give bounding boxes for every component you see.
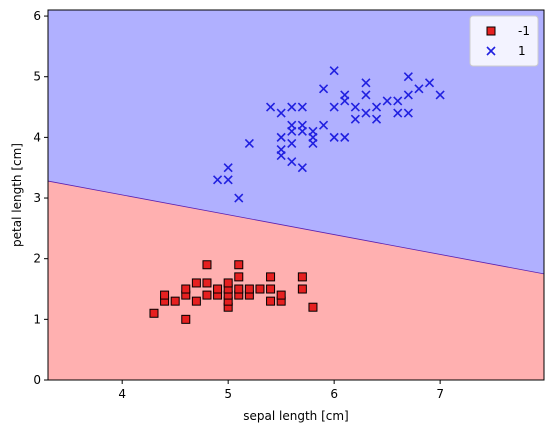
legend-label: -1 xyxy=(518,24,530,38)
x-tick-label: 7 xyxy=(436,387,444,401)
data-point-x xyxy=(350,102,360,112)
data-point-x xyxy=(435,90,445,100)
data-point-square xyxy=(181,314,191,324)
y-tick-label: 2 xyxy=(33,252,41,266)
data-point-x xyxy=(297,102,307,112)
data-point-x xyxy=(276,144,286,155)
data-point-x xyxy=(403,90,413,100)
x-tick-label: 5 xyxy=(224,387,232,401)
data-point-x xyxy=(340,90,350,100)
data-point-square xyxy=(266,296,276,306)
legend: -11 xyxy=(469,15,539,67)
data-point-square xyxy=(202,278,212,288)
y-tick-label: 1 xyxy=(33,312,41,326)
data-point-x xyxy=(361,90,371,100)
data-point-square xyxy=(244,284,254,294)
data-point-square xyxy=(297,284,307,294)
data-point-x xyxy=(414,84,424,94)
y-tick-label: 4 xyxy=(33,130,41,144)
data-point-square xyxy=(149,308,159,318)
data-point-x xyxy=(361,108,371,118)
x-tick-label: 4 xyxy=(118,387,126,401)
data-point-x xyxy=(297,163,307,173)
x-axis-label: sepal length [cm] xyxy=(243,409,348,423)
data-point-x xyxy=(297,120,307,130)
legend-marker-square xyxy=(486,26,496,36)
data-point-x xyxy=(223,175,233,185)
region-class-1 xyxy=(48,10,544,274)
data-point-square xyxy=(223,278,233,288)
y-tick-label: 3 xyxy=(33,191,41,205)
data-point-x xyxy=(393,96,403,106)
data-point-x xyxy=(308,126,318,136)
data-point-x xyxy=(393,108,403,118)
data-point-x xyxy=(350,114,360,124)
data-point-x xyxy=(213,175,223,185)
decision-boundary-line xyxy=(48,180,544,275)
data-point-square xyxy=(202,260,212,270)
data-point-square xyxy=(202,290,212,300)
data-point-x xyxy=(265,102,276,112)
data-point-x xyxy=(329,132,339,142)
y-tick-label: 0 xyxy=(33,373,41,387)
x-tick-label: 6 xyxy=(330,387,338,401)
data-point-x xyxy=(403,72,413,82)
data-point-x xyxy=(329,66,339,76)
data-point-square xyxy=(234,284,244,294)
data-point-x xyxy=(318,120,329,130)
plot-frame xyxy=(47,9,545,381)
data-point-x xyxy=(223,163,233,173)
y-axis-label: petal length [cm] xyxy=(10,143,24,247)
data-point-x xyxy=(361,78,371,88)
legend-label: 1 xyxy=(518,44,526,58)
data-point-x xyxy=(403,108,413,118)
data-point-x xyxy=(287,138,297,149)
legend-marker-x xyxy=(486,46,496,56)
data-point-square xyxy=(234,272,244,282)
data-point-x xyxy=(287,102,297,112)
data-point-x xyxy=(329,102,339,112)
data-point-square xyxy=(266,272,276,282)
data-point-x xyxy=(276,108,286,118)
data-point-square xyxy=(191,296,201,306)
data-point-square xyxy=(276,290,286,300)
data-point-x xyxy=(382,96,392,106)
data-point-square xyxy=(213,284,223,294)
data-point-x xyxy=(287,157,297,167)
data-point-x xyxy=(424,78,435,88)
data-point-x xyxy=(340,132,350,142)
data-point-square xyxy=(297,272,307,282)
data-point-x xyxy=(234,193,244,203)
data-point-square xyxy=(266,284,276,294)
data-point-square xyxy=(191,278,201,288)
data-point-square xyxy=(160,290,170,300)
data-point-square xyxy=(308,302,318,312)
region-class-neg1 xyxy=(48,181,544,380)
data-point-square xyxy=(181,284,191,294)
data-point-square xyxy=(255,284,265,294)
y-tick-label: 6 xyxy=(33,9,41,23)
data-point-x xyxy=(287,120,297,130)
data-point-x xyxy=(371,114,382,124)
data-point-x xyxy=(244,138,254,149)
data-point-x xyxy=(371,102,382,112)
data-point-x xyxy=(318,84,329,94)
y-tick-label: 5 xyxy=(33,70,41,84)
data-point-square xyxy=(234,260,244,270)
data-point-square xyxy=(170,296,180,306)
data-point-x xyxy=(276,132,286,142)
